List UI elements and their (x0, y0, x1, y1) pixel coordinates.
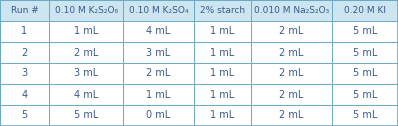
Text: 2 mL: 2 mL (279, 69, 304, 78)
Bar (332, 63, 398, 84)
Text: 2 mL: 2 mL (279, 48, 304, 57)
Text: 2 mL: 2 mL (279, 111, 304, 120)
Bar (194, 0, 251, 21)
Text: 5 mL: 5 mL (353, 26, 377, 37)
Bar (194, 21, 251, 42)
Text: 5 mL: 5 mL (353, 111, 377, 120)
Text: 0.010 M Na₂S₂O₃: 0.010 M Na₂S₂O₃ (254, 6, 329, 15)
Text: 2 mL: 2 mL (146, 69, 171, 78)
Text: 3: 3 (21, 69, 27, 78)
Text: Run #: Run # (11, 6, 38, 15)
Text: 4 mL: 4 mL (146, 26, 171, 37)
Text: 2% starch: 2% starch (200, 6, 245, 15)
Bar (332, 0, 398, 21)
Bar (194, 84, 251, 105)
Text: 1 mL: 1 mL (210, 48, 234, 57)
Bar (251, 21, 332, 42)
Bar (194, 105, 251, 126)
Bar (194, 42, 251, 63)
Bar (123, 21, 194, 42)
Bar (251, 63, 332, 84)
Bar (0, 42, 49, 63)
Text: 5 mL: 5 mL (353, 48, 377, 57)
Bar (49, 63, 123, 84)
Bar (194, 63, 251, 84)
Bar (49, 84, 123, 105)
Bar (251, 84, 332, 105)
Bar (123, 105, 194, 126)
Bar (49, 105, 123, 126)
Bar (0, 21, 49, 42)
Text: 1 mL: 1 mL (74, 26, 98, 37)
Bar (123, 63, 194, 84)
Bar (123, 42, 194, 63)
Bar (332, 42, 398, 63)
Bar (123, 0, 194, 21)
Text: 0.10 M K₂SO₄: 0.10 M K₂SO₄ (129, 6, 188, 15)
Text: 5: 5 (21, 111, 27, 120)
Text: 1 mL: 1 mL (210, 69, 234, 78)
Text: 2: 2 (21, 48, 27, 57)
Bar (332, 84, 398, 105)
Bar (332, 21, 398, 42)
Bar (0, 63, 49, 84)
Text: 2 mL: 2 mL (279, 26, 304, 37)
Bar (0, 105, 49, 126)
Bar (251, 105, 332, 126)
Bar (49, 21, 123, 42)
Text: 2 mL: 2 mL (74, 48, 98, 57)
Bar (123, 84, 194, 105)
Text: 0.10 M K₂S₂O₈: 0.10 M K₂S₂O₈ (55, 6, 118, 15)
Text: 5 mL: 5 mL (74, 111, 98, 120)
Bar (332, 105, 398, 126)
Text: 4: 4 (21, 89, 27, 100)
Text: 0.20 M KI: 0.20 M KI (344, 6, 386, 15)
Text: 1 mL: 1 mL (146, 89, 171, 100)
Text: 1 mL: 1 mL (210, 89, 234, 100)
Bar (251, 42, 332, 63)
Bar (49, 42, 123, 63)
Text: 1 mL: 1 mL (210, 111, 234, 120)
Text: 5 mL: 5 mL (353, 89, 377, 100)
Text: 1 mL: 1 mL (210, 26, 234, 37)
Bar (49, 0, 123, 21)
Bar (0, 84, 49, 105)
Text: 5 mL: 5 mL (353, 69, 377, 78)
Text: 2 mL: 2 mL (279, 89, 304, 100)
Text: 1: 1 (21, 26, 27, 37)
Bar (251, 0, 332, 21)
Text: 4 mL: 4 mL (74, 89, 98, 100)
Text: 0 mL: 0 mL (146, 111, 171, 120)
Bar (0, 0, 49, 21)
Text: 3 mL: 3 mL (146, 48, 171, 57)
Text: 3 mL: 3 mL (74, 69, 98, 78)
